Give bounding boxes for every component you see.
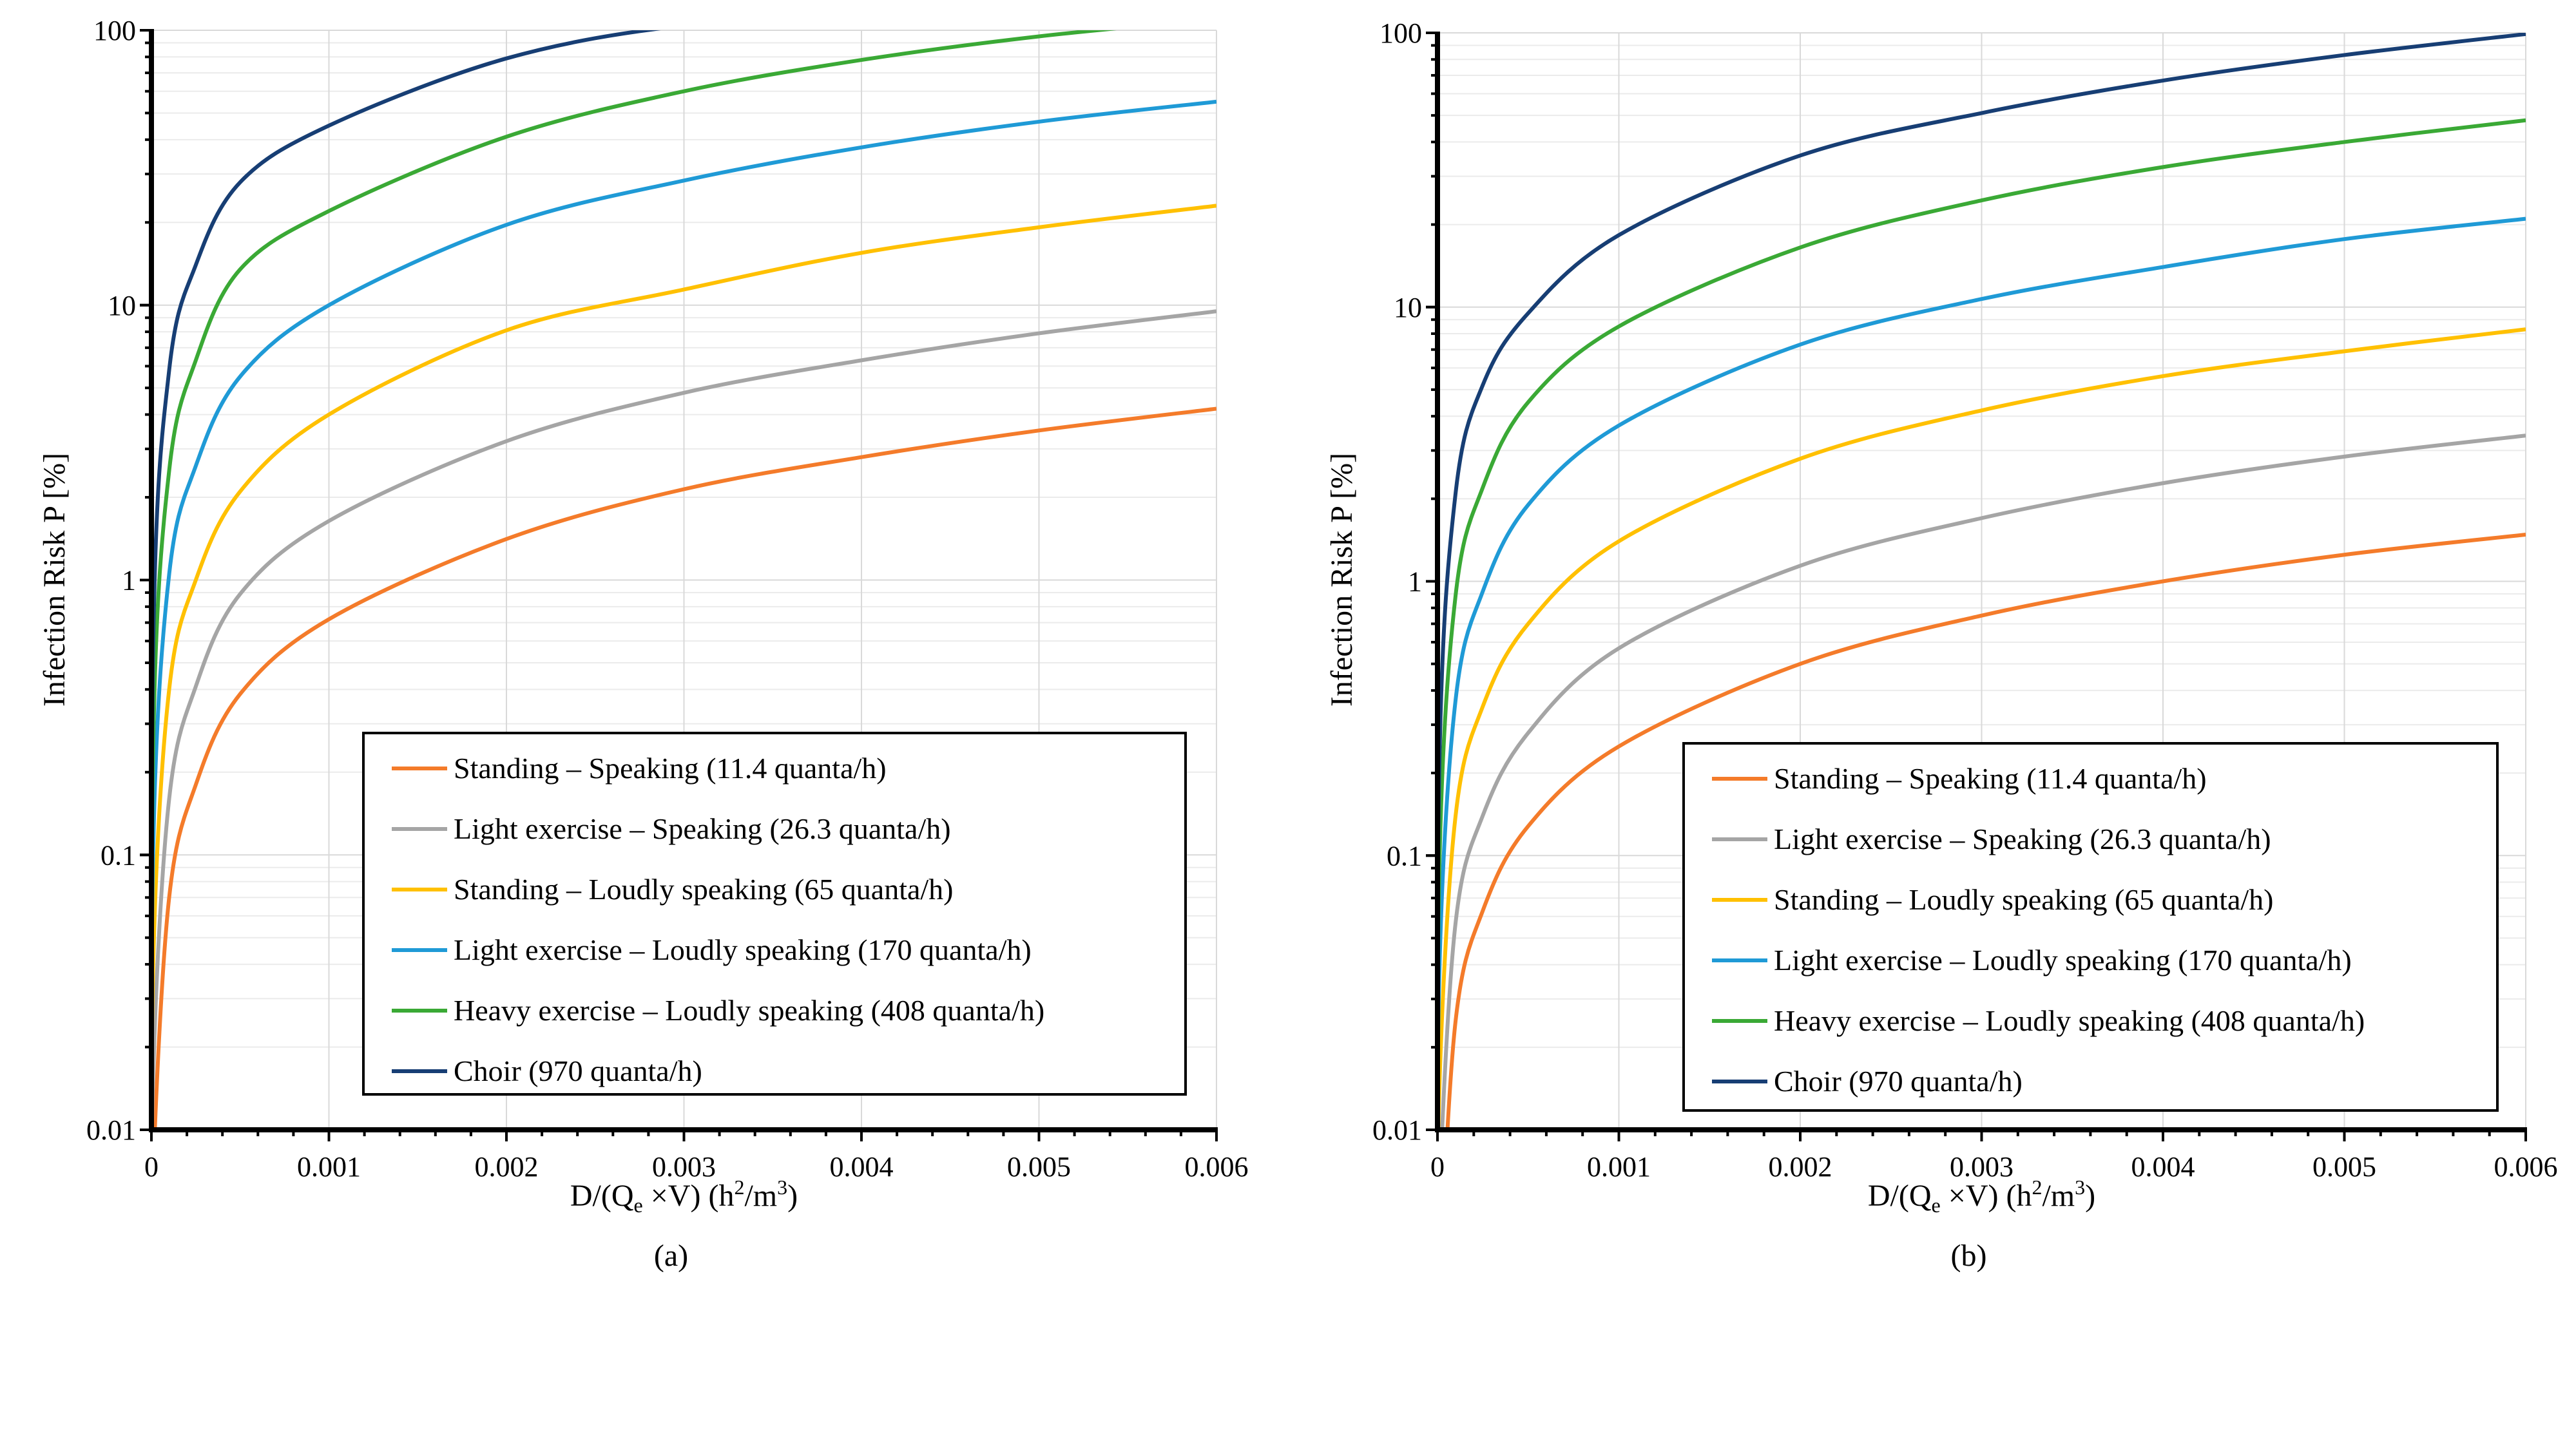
legend-box [362, 732, 1187, 1096]
x-axis-title-sup2: 3 [777, 1176, 787, 1199]
x-axis-title-sup2: 3 [2075, 1176, 2085, 1199]
legend-label-5: Choir (970 quanta/h) [1774, 1065, 2023, 1098]
legend-label-3: Light exercise – Loudly speaking (170 qu… [454, 933, 1032, 966]
panel-caption: (b) [1951, 1239, 1987, 1273]
series-line-2 [151, 204, 1216, 1130]
x-tick-label: 0.004 [830, 1151, 894, 1183]
y-tick-label: 1 [122, 565, 136, 596]
x-tick-label: 0.001 [1587, 1151, 1651, 1183]
x-tick-label: 0.002 [1769, 1151, 1832, 1183]
x-axis-title-mid2: /m [744, 1179, 777, 1213]
x-tick-label: 0.004 [2131, 1151, 2195, 1183]
legend: Standing – Speaking (11.4 quanta/h) Light… [1682, 742, 2499, 1112]
y-tick-label: 0.1 [1387, 840, 1422, 872]
y-tick-label: 100 [93, 15, 136, 46]
legend-label-1: Light exercise – Speaking (26.3 quanta/h… [1774, 823, 2271, 855]
x-axis-title-mid: ×V) (h [1941, 1179, 2032, 1213]
y-tick-label: 100 [1379, 17, 1422, 49]
x-axis-title-main: D/(Q [1868, 1179, 1932, 1213]
x-tick-label: 0 [144, 1151, 159, 1183]
series-line-1 [151, 309, 1216, 1130]
series-line-3 [1437, 216, 2526, 1130]
panel-caption: (a) [654, 1239, 688, 1273]
legend-label-4: Heavy exercise – Loudly speaking (408 qu… [454, 994, 1044, 1027]
x-tick-label: 0.005 [2312, 1151, 2376, 1183]
legend-box [1682, 742, 2499, 1112]
x-tick-label: 0.005 [1007, 1151, 1071, 1183]
x-axis-title-sup1: 2 [2032, 1176, 2042, 1199]
legend-label-4: Heavy exercise – Loudly speaking (408 qu… [1774, 1004, 2365, 1037]
x-axis-title-end: ) [787, 1179, 798, 1213]
x-tick-label: 0.003 [1950, 1151, 2014, 1183]
chart-b: 0.01 0.1 1 10 100 0 0.001 0.002 0.003 0.004 0.005 0… [1325, 17, 2558, 1273]
legend-label-0: Standing – Speaking (11.4 quanta/h) [1774, 762, 2207, 795]
y-tick-label: 0.1 [101, 839, 136, 871]
legend-label-2: Standing – Loudly speaking (65 quanta/h) [454, 873, 954, 906]
x-tick-label: 0.006 [2494, 1151, 2558, 1183]
legend-label-2: Standing – Loudly speaking (65 quanta/h) [1774, 883, 2274, 916]
legend-label-5: Choir (970 quanta/h) [454, 1054, 702, 1087]
x-axis-title-sup1: 2 [734, 1176, 744, 1199]
series-line-2 [1437, 327, 2526, 1130]
x-axis-title-end: ) [2085, 1179, 2095, 1213]
y-tick-label: 10 [1394, 292, 1422, 323]
legend-label-3: Light exercise – Loudly speaking (170 qu… [1774, 944, 2352, 976]
y-axis-title: Infection Risk P [%] [1325, 453, 1359, 707]
y-tick-label: 1 [1408, 566, 1422, 598]
x-axis-title: D/(Qe ×V) (h2/m3) [1868, 1176, 2095, 1217]
x-tick-label: 0.001 [297, 1151, 361, 1183]
x-tick-label: 0.006 [1185, 1151, 1249, 1183]
x-tick-label: 0.002 [475, 1151, 539, 1183]
legend-label-0: Standing – Speaking (11.4 quanta/h) [454, 752, 887, 785]
x-axis-title-sub: e [634, 1194, 643, 1217]
x-axis-title-mid: ×V) (h [643, 1179, 735, 1213]
x-axis-title-main: D/(Q [570, 1179, 634, 1213]
y-tick-label: 0.01 [86, 1114, 136, 1146]
y-axis-title: Infection Risk P [%] [37, 453, 72, 707]
x-axis-title: D/(Qe ×V) (h2/m3) [570, 1176, 798, 1217]
chart-a: 0.01 0.1 1 10 100 0 0.001 0.002 0.003 0.004 0.005 0… [37, 15, 1249, 1273]
legend-label-1: Light exercise – Speaking (26.3 quanta/h… [454, 812, 951, 845]
series-line-0 [1445, 533, 2526, 1130]
y-tick-label: 10 [108, 290, 136, 321]
series-line-1 [1440, 433, 2526, 1130]
x-tick-label: 0.003 [652, 1151, 716, 1183]
legend: Standing – Speaking (11.4 quanta/h) Light… [362, 732, 1187, 1096]
y-tick-label: 0.01 [1372, 1114, 1422, 1146]
x-axis-title-sub: e [1932, 1194, 1941, 1217]
x-tick-label: 0 [1430, 1151, 1445, 1183]
series-line-0 [153, 406, 1216, 1130]
x-axis-title-mid2: /m [2042, 1179, 2075, 1213]
